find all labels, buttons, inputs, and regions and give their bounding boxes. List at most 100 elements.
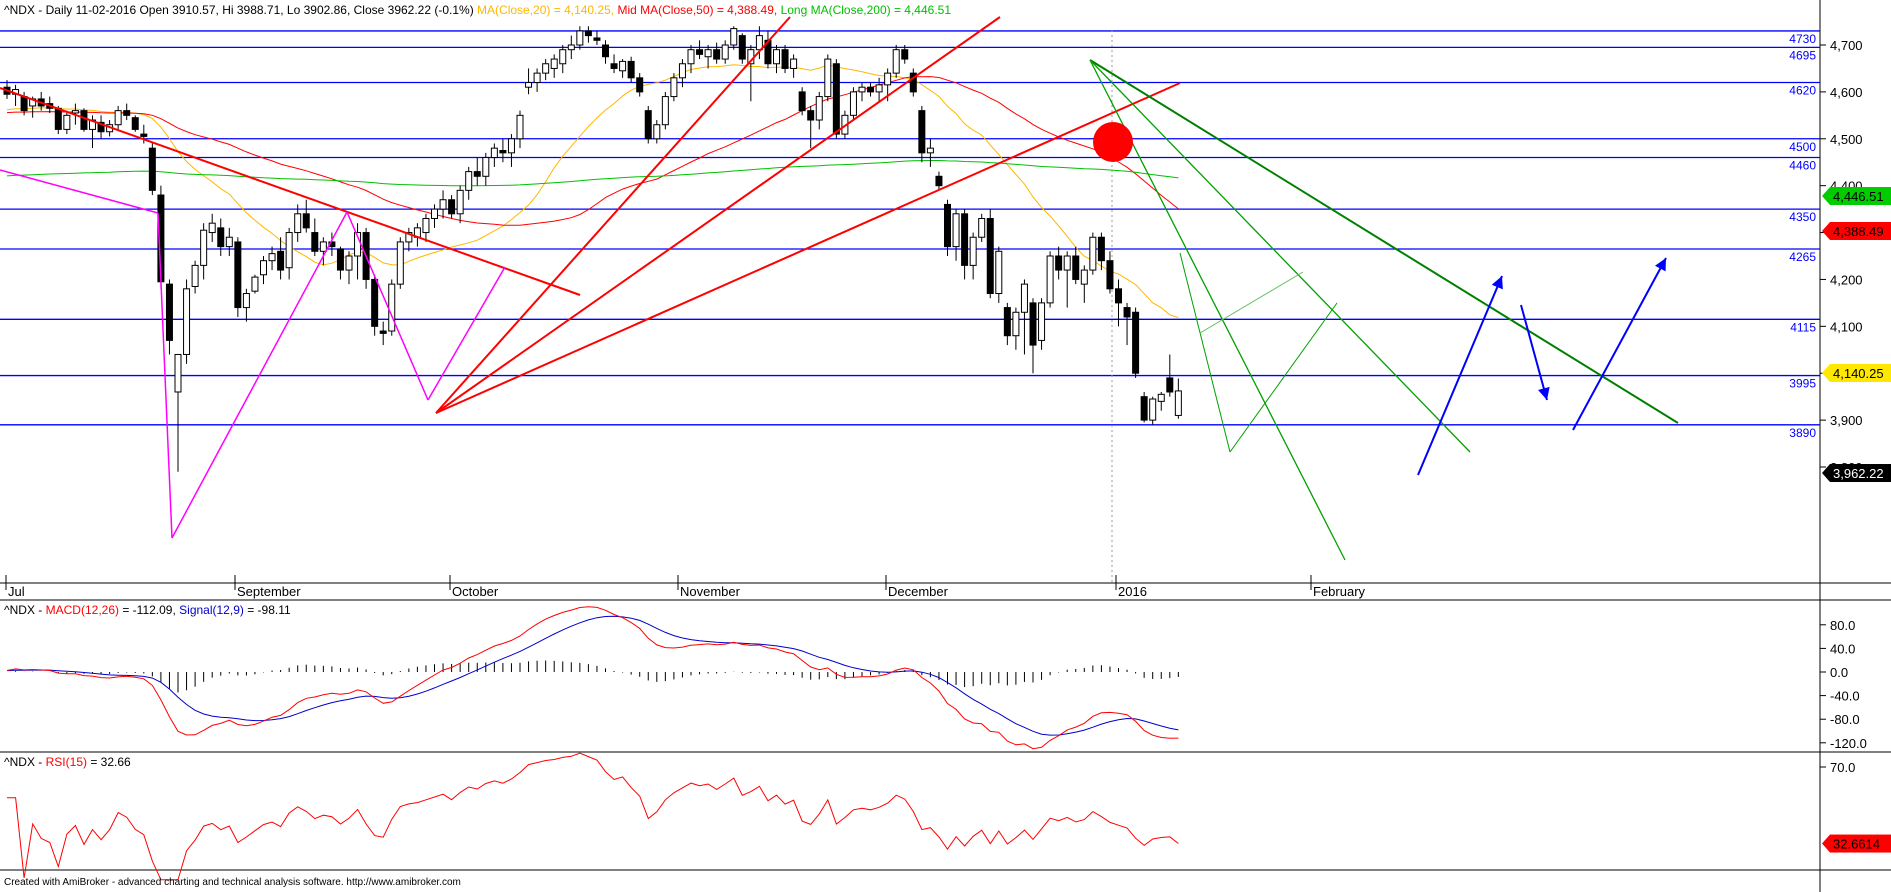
macd-tick-label: -120.0: [1830, 736, 1867, 751]
candle-body: [268, 253, 276, 262]
candle-body: [926, 147, 934, 154]
candle-body: [319, 241, 327, 252]
candle-body: [892, 49, 900, 74]
candle-body: [311, 232, 319, 252]
rsi-symbol-label: ^NDX: [4, 755, 35, 769]
rsi-line: [7, 752, 1179, 881]
candle-body: [260, 260, 267, 276]
projection-arrow: [1520, 304, 1550, 401]
projection-arrow: [1417, 275, 1503, 476]
candle-body: [482, 157, 490, 177]
level-label: 4695: [1789, 48, 1816, 62]
candle-body: [661, 96, 669, 126]
last-value-badge: [1830, 187, 1891, 205]
candle-body: [721, 44, 729, 60]
ma200-legend: Long MA(Close,200) = 4,446.51: [781, 3, 952, 17]
candle-body: [294, 213, 302, 234]
macd-legend: MACD(12,26): [46, 603, 119, 617]
rsi-legend: RSI(15): [46, 755, 87, 769]
candle-body: [1029, 302, 1037, 346]
candle-body: [1080, 269, 1088, 285]
trendline: [0, 87, 581, 296]
last-value-badge: [1830, 222, 1891, 240]
candle-body: [986, 217, 994, 295]
month-label: September: [237, 584, 301, 599]
trendline: [157, 212, 173, 539]
candle-body: [1149, 398, 1157, 421]
macd-value: = -112.09,: [119, 603, 179, 617]
macd-panel-header: ^NDX - MACD(12,26) = -112.09, Signal(12,…: [4, 603, 291, 617]
trendline: [1089, 59, 1471, 453]
moving-averages: [6, 64, 1179, 319]
candle-body: [1012, 311, 1020, 337]
signal-legend: Signal(12,9): [179, 603, 244, 617]
candle-body: [473, 171, 481, 177]
candle-body: [849, 91, 857, 116]
candle-body: [576, 30, 584, 46]
last-value-text: 4,446.51: [1833, 189, 1884, 204]
candle-body: [131, 117, 139, 130]
red-marker-dot: [1093, 122, 1133, 162]
candle-body: [961, 213, 969, 266]
candle-body: [490, 147, 498, 159]
candle-body: [1106, 260, 1114, 290]
candle-body: [602, 44, 609, 58]
trendline: [1229, 302, 1338, 453]
candle-body: [336, 248, 344, 271]
rsi-panel-header: ^NDX - RSI(15) = 32.66: [4, 755, 131, 769]
candle-body: [559, 49, 567, 65]
candle-body: [610, 63, 618, 69]
candle-body: [422, 217, 430, 234]
horizontal-levels: 4730 4695 4620 4500 4460 4350 4265 4115 3995 3890: [0, 30, 1820, 440]
candle-body: [1003, 307, 1011, 337]
candle-body: [1020, 283, 1028, 313]
candle-body: [140, 133, 148, 137]
candle-body: [431, 208, 438, 219]
candle-body: [302, 213, 310, 229]
candle-body: [277, 250, 285, 271]
candle-body: [1166, 377, 1174, 393]
candle-body: [644, 110, 652, 140]
candle-body: [901, 49, 909, 60]
level-label: 4500: [1789, 140, 1816, 154]
candle-body: [1132, 311, 1140, 374]
ma50-legend: Mid MA(Close,50) = 4,388.49,: [617, 3, 777, 17]
candle-body: [995, 250, 1003, 295]
candle-body: [542, 63, 550, 74]
candle-body: [225, 236, 233, 248]
ma50-line: [6, 76, 1179, 226]
level-label: 4350: [1789, 210, 1816, 224]
ma20-legend: MA(Close,20) = 4,140.25,: [477, 3, 614, 17]
candle-body: [1174, 390, 1182, 416]
macd-tick-label: 80.0: [1830, 618, 1855, 633]
candle-body: [790, 58, 798, 69]
month-label: November: [680, 584, 741, 599]
price-tick-label: 4,600: [1830, 85, 1863, 100]
candle-body: [396, 241, 404, 285]
last-value-labels: 4,446.51 4,388.49 4,140.25 3,962.22: [1822, 187, 1891, 482]
candle-body: [516, 114, 524, 140]
candle-body: [627, 60, 635, 79]
month-label: February: [1313, 584, 1366, 599]
level-label: 4620: [1789, 84, 1816, 98]
month-axis: Jul September October November December 2016 F…: [5, 575, 1366, 599]
trendline: [0, 169, 159, 214]
macd-symbol-label: ^NDX: [4, 603, 35, 617]
candle-body: [567, 44, 575, 51]
candle-body: [97, 121, 105, 133]
candle-body: [80, 110, 88, 130]
ma200-line: [6, 160, 1179, 187]
candle-body: [71, 110, 79, 114]
rsi-last-badge: [1830, 834, 1891, 853]
ohlc-readout: - Daily 11-02-2016 Open 3910.57, Hi 3988…: [35, 3, 477, 17]
candle-body: [1115, 288, 1122, 304]
candle-body: [730, 28, 738, 46]
candle-body: [918, 110, 926, 154]
month-label: December: [888, 584, 949, 599]
candle-body: [1097, 236, 1105, 262]
candle-body: [54, 107, 62, 130]
candle-body: [713, 49, 721, 60]
candle-body: [687, 49, 695, 65]
